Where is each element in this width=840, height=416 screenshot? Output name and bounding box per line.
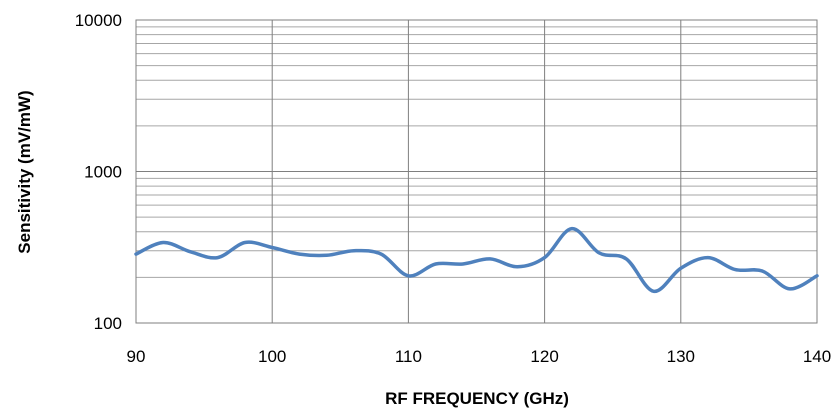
x-tick-label: 130 <box>667 347 695 366</box>
y-tick-label: 10000 <box>75 11 122 30</box>
x-tick-label: 120 <box>530 347 558 366</box>
y-tick-label: 100 <box>94 314 122 333</box>
x-axis-title: RF FREQUENCY (GHz) <box>385 389 569 408</box>
x-tick-label: 100 <box>258 347 286 366</box>
x-tick-label: 140 <box>803 347 831 366</box>
grid <box>135 19 818 324</box>
x-tick-label: 90 <box>127 347 146 366</box>
x-tick-label: 110 <box>395 347 422 366</box>
tick-labels: 90 100 110 120 130 140 100 1000 10000 <box>75 11 831 366</box>
series-layer <box>134 226 819 294</box>
plot-area-border <box>135 19 818 324</box>
y-tick-label: 1000 <box>84 163 122 182</box>
series-line <box>134 226 819 294</box>
y-axis-title: Sensitivity (mV/mW) <box>15 90 34 253</box>
